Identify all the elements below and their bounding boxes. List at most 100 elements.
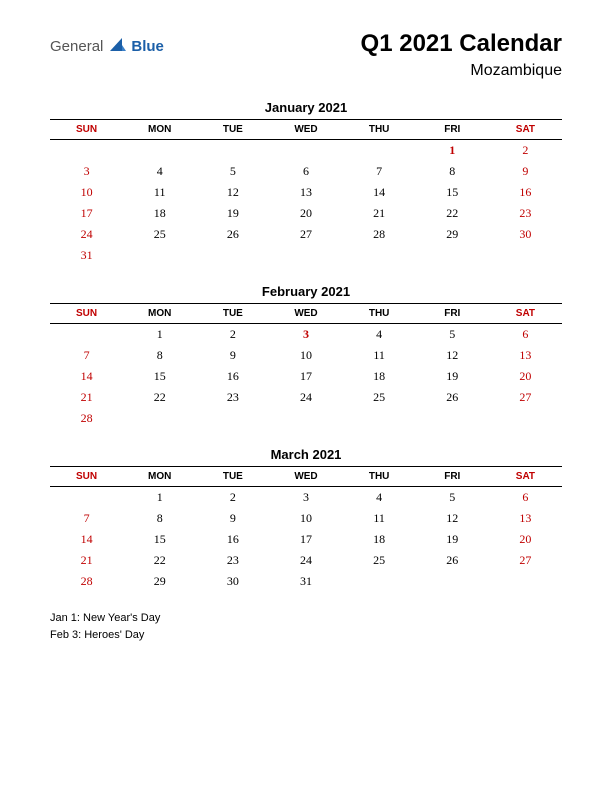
holiday-note-line: Feb 3: Heroes' Day — [50, 627, 562, 644]
calendar-cell: 29 — [416, 224, 489, 245]
calendar-cell: 15 — [416, 182, 489, 203]
month-title: February 2021 — [50, 284, 562, 299]
calendar-cell: 10 — [269, 345, 342, 366]
calendar-cell — [416, 571, 489, 592]
calendar-cell: 28 — [50, 571, 123, 592]
calendar-cell: 19 — [416, 366, 489, 387]
calendar-cell: 8 — [123, 345, 196, 366]
calendar-cell: 11 — [343, 345, 416, 366]
calendar-cell: 14 — [343, 182, 416, 203]
day-header: WED — [269, 120, 342, 140]
calendar-cell: 17 — [269, 529, 342, 550]
calendar-cell: 13 — [489, 508, 562, 529]
calendar-cell — [416, 408, 489, 429]
day-header: TUE — [196, 304, 269, 324]
calendar-cell: 2 — [196, 324, 269, 346]
day-header: THU — [343, 120, 416, 140]
calendar-cell: 10 — [50, 182, 123, 203]
day-header: TUE — [196, 120, 269, 140]
logo-text-blue: Blue — [131, 38, 164, 55]
calendar-cell: 26 — [416, 550, 489, 571]
day-header: FRI — [416, 120, 489, 140]
page-title: Q1 2021 Calendar — [361, 30, 562, 58]
calendar-cell: 5 — [416, 487, 489, 509]
page-subtitle: Mozambique — [361, 62, 562, 80]
calendar-cell: 31 — [50, 245, 123, 266]
calendar-cell: 22 — [123, 550, 196, 571]
calendar-cell — [489, 408, 562, 429]
day-header: MON — [123, 120, 196, 140]
calendar-cell: 23 — [196, 387, 269, 408]
day-header: TUE — [196, 467, 269, 487]
calendar-cell: 5 — [196, 161, 269, 182]
calendar-cell: 18 — [123, 203, 196, 224]
calendar-cell: 15 — [123, 529, 196, 550]
calendar-cell — [269, 408, 342, 429]
calendar-cell — [196, 140, 269, 162]
calendar-cell: 17 — [50, 203, 123, 224]
calendar-cell: 8 — [123, 508, 196, 529]
calendar-cell: 14 — [50, 529, 123, 550]
month-title: January 2021 — [50, 100, 562, 115]
calendar-cell: 20 — [489, 366, 562, 387]
calendar-cell: 13 — [269, 182, 342, 203]
calendar-cell: 21 — [343, 203, 416, 224]
calendar-table: SUNMONTUEWEDTHUFRISAT1234567891011121314… — [50, 119, 562, 266]
calendar-cell: 3 — [269, 324, 342, 346]
calendar-cell: 18 — [343, 529, 416, 550]
calendar-cell: 16 — [196, 529, 269, 550]
calendar-cell: 12 — [416, 508, 489, 529]
calendar-cell: 19 — [416, 529, 489, 550]
calendar-cell — [269, 140, 342, 162]
calendar-cell: 9 — [196, 508, 269, 529]
calendar-cell — [196, 245, 269, 266]
calendar-cell: 24 — [50, 224, 123, 245]
calendar-cell: 7 — [50, 508, 123, 529]
logo: General Blue — [50, 36, 164, 57]
calendar-cell: 6 — [489, 487, 562, 509]
calendar-table: SUNMONTUEWEDTHUFRISAT1234567891011121314… — [50, 303, 562, 429]
calendar-cell — [489, 245, 562, 266]
calendar-cell: 12 — [196, 182, 269, 203]
calendar-cell: 31 — [269, 571, 342, 592]
day-header: SAT — [489, 304, 562, 324]
holiday-note-line: Jan 1: New Year's Day — [50, 610, 562, 627]
calendar-cell: 9 — [489, 161, 562, 182]
calendar-cell: 27 — [489, 387, 562, 408]
logo-text-general: General — [50, 38, 103, 55]
day-header: FRI — [416, 467, 489, 487]
calendar-cell: 20 — [489, 529, 562, 550]
calendar-cell: 30 — [489, 224, 562, 245]
calendar-cell: 5 — [416, 324, 489, 346]
holiday-notes: Jan 1: New Year's DayFeb 3: Heroes' Day — [50, 610, 562, 643]
calendar-cell: 29 — [123, 571, 196, 592]
calendar-cell: 3 — [50, 161, 123, 182]
calendar-cell: 14 — [50, 366, 123, 387]
calendar-cell: 16 — [196, 366, 269, 387]
calendar-cell — [50, 140, 123, 162]
day-header: WED — [269, 304, 342, 324]
calendar-cell — [489, 571, 562, 592]
day-header: MON — [123, 304, 196, 324]
calendar-cell: 24 — [269, 550, 342, 571]
calendar-cell — [50, 487, 123, 509]
calendar-cell: 4 — [123, 161, 196, 182]
calendar-cell: 25 — [343, 550, 416, 571]
calendar-cell: 26 — [196, 224, 269, 245]
calendar-cell — [343, 571, 416, 592]
day-header: THU — [343, 467, 416, 487]
calendar-cell: 9 — [196, 345, 269, 366]
day-header: THU — [343, 304, 416, 324]
calendar-cell — [343, 408, 416, 429]
day-header: SAT — [489, 467, 562, 487]
calendar-table: SUNMONTUEWEDTHUFRISAT1234567891011121314… — [50, 466, 562, 592]
calendar-cell: 28 — [343, 224, 416, 245]
calendar-cell — [123, 140, 196, 162]
calendar-cell — [416, 245, 489, 266]
calendar-cell: 21 — [50, 387, 123, 408]
calendar-cell — [196, 408, 269, 429]
day-header: SUN — [50, 467, 123, 487]
day-header: FRI — [416, 304, 489, 324]
calendar-cell: 1 — [123, 324, 196, 346]
header: General Blue Q1 2021 Calendar Mozambique — [50, 30, 562, 80]
